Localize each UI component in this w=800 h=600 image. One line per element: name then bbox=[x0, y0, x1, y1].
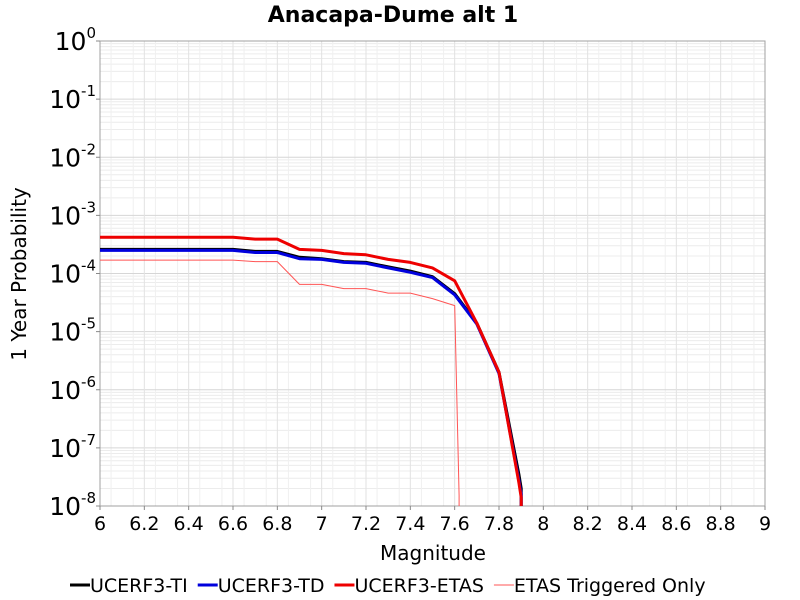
y-axis-ticks: 100 10-1 10-2 10-3 10-4 10-5 10-6 10-7 10-8 bbox=[49, 24, 100, 521]
y-tick-label: 10-8 bbox=[49, 489, 96, 521]
y-tick-label: 10-5 bbox=[49, 315, 96, 347]
legend-label-2: UCERF3-TD bbox=[218, 575, 325, 597]
x-axis-label: Magnitude bbox=[380, 541, 486, 565]
x-tick-label: 8.8 bbox=[706, 513, 736, 535]
y-tick-label: 10-7 bbox=[49, 431, 96, 463]
y-tick-label: 10-3 bbox=[49, 198, 96, 230]
x-tick-label: 8 bbox=[537, 513, 549, 535]
legend-label-4: ETAS Triggered Only bbox=[514, 575, 706, 597]
series-layer bbox=[100, 235, 523, 506]
x-tick-label: 6.8 bbox=[262, 513, 292, 535]
x-tick-label: 7.2 bbox=[351, 513, 381, 535]
x-tick-label: 8.6 bbox=[661, 513, 691, 535]
legend: UCERF3-TI UCERF3-TD UCERF3-ETAS ETAS Trigge… bbox=[70, 575, 706, 597]
x-tick-label: 7.8 bbox=[484, 513, 514, 535]
y-tick-label: 10-4 bbox=[49, 257, 96, 289]
y-axis-label: 1 Year Probability bbox=[7, 187, 31, 361]
x-tick-label: 7 bbox=[316, 513, 328, 535]
y-tick-label: 10-1 bbox=[49, 82, 96, 114]
y-tick-label: 10-6 bbox=[49, 373, 96, 405]
x-tick-label: 6.2 bbox=[129, 513, 159, 535]
y-tick-label: 100 bbox=[55, 24, 96, 56]
series-line-4 bbox=[100, 259, 460, 506]
x-tick-label: 7.6 bbox=[440, 513, 470, 535]
chart-title: Anacapa-Dume alt 1 bbox=[268, 3, 518, 28]
x-tick-label: 8.4 bbox=[617, 513, 647, 535]
x-tick-label: 7.4 bbox=[395, 513, 425, 535]
x-axis-ticks: 6 6.2 6.4 6.6 6.8 7 7.2 7.4 7.6 7.8 8 8.2 8.4 8.6 8.8 9 bbox=[94, 506, 771, 535]
x-tick-label: 6.4 bbox=[174, 513, 204, 535]
x-tick-label: 9 bbox=[759, 513, 771, 535]
legend-label-3: UCERF3-ETAS bbox=[354, 575, 483, 597]
x-tick-label: 6.6 bbox=[218, 513, 248, 535]
y-tick-label: 10-2 bbox=[49, 140, 96, 172]
series-line-3 bbox=[100, 235, 523, 506]
x-tick-label: 8.2 bbox=[573, 513, 603, 535]
legend-label-1: UCERF3-TI bbox=[90, 575, 188, 597]
x-tick-label: 6 bbox=[94, 513, 106, 535]
